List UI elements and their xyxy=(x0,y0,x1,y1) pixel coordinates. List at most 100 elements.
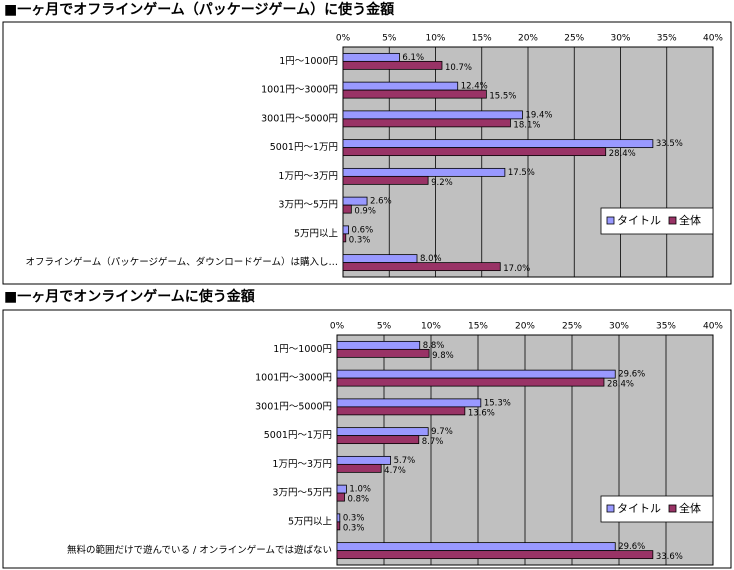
value-label: 33.6% xyxy=(656,552,683,562)
category-label: 3万円～5万円 xyxy=(272,488,332,499)
bar xyxy=(336,340,421,350)
category-label: 5万円以上 xyxy=(288,516,333,527)
x-tick-label: 40% xyxy=(703,322,723,332)
category-label: 1万円～3万円 xyxy=(278,171,338,182)
value-label: 2.6% xyxy=(370,197,392,207)
legend-label: タイトル xyxy=(617,502,661,515)
bar xyxy=(336,406,466,416)
bar xyxy=(342,175,429,185)
x-tick-label: 10% xyxy=(421,322,441,332)
bar xyxy=(336,492,345,502)
bar xyxy=(336,455,391,465)
value-label: 0.9% xyxy=(354,207,376,217)
x-tick-label: 5% xyxy=(382,34,397,44)
bar xyxy=(342,262,501,272)
value-label: 29.6% xyxy=(618,370,645,380)
bar xyxy=(342,89,487,99)
bar xyxy=(336,348,430,358)
value-label: 29.6% xyxy=(618,542,645,552)
value-label: 6.1% xyxy=(402,53,424,63)
x-tick-label: 30% xyxy=(609,322,629,332)
value-label: 0.8% xyxy=(348,495,370,505)
value-label: 8.0% xyxy=(420,254,442,264)
bar xyxy=(342,254,418,264)
x-tick-label: 0% xyxy=(336,34,351,44)
bar xyxy=(336,398,482,408)
value-label: 33.5% xyxy=(656,139,683,149)
bar xyxy=(342,225,349,235)
category-label: 1円～1000円 xyxy=(273,344,332,355)
value-label: 9.2% xyxy=(431,178,453,188)
x-tick-label: 25% xyxy=(564,34,584,44)
bar xyxy=(342,60,443,70)
value-label: 13.6% xyxy=(468,408,495,418)
value-label: 19.4% xyxy=(525,110,552,120)
bar xyxy=(336,435,420,445)
category-label: 無料の範囲だけで遊んでいる / オンラインゲームでは遊ばない xyxy=(67,544,332,556)
x-tick-label: 35% xyxy=(657,34,677,44)
category-label: 1円～1000円 xyxy=(279,56,338,67)
category-label: 3001円～5000円 xyxy=(261,113,338,124)
bar xyxy=(342,233,347,243)
bar xyxy=(336,513,341,523)
x-tick-label: 30% xyxy=(610,34,630,44)
category-label: 5001円～1万円 xyxy=(264,430,332,441)
category-label: 5001円～1万円 xyxy=(270,142,338,153)
value-label: 17.5% xyxy=(508,168,535,178)
legend-swatch xyxy=(668,216,677,225)
x-tick-label: 0% xyxy=(330,322,345,332)
bar xyxy=(336,521,341,531)
category-label: 1万円～3万円 xyxy=(272,459,332,470)
value-label: 28.4% xyxy=(609,149,636,159)
legend-label: タイトル xyxy=(617,214,661,227)
bar xyxy=(336,463,382,473)
x-tick-label: 35% xyxy=(656,322,676,332)
value-label: 17.0% xyxy=(503,264,530,274)
value-label: 15.5% xyxy=(489,92,516,102)
value-label: 8.8% xyxy=(423,341,445,351)
category-label: 1001円～3000円 xyxy=(255,373,332,384)
value-label: 0.6% xyxy=(352,225,374,235)
bar xyxy=(336,484,347,494)
category-label: 3万円～5万円 xyxy=(278,200,338,211)
category-label: オフラインゲーム（パッケージゲーム、ダウンロードゲーム）は購入し… xyxy=(26,256,338,268)
bar xyxy=(342,204,352,214)
chart-title: ■一ヶ月でオフラインゲーム（パッケージゲーム）に使う金額 xyxy=(4,1,394,18)
category-label: 5万円以上 xyxy=(294,228,339,239)
value-label: 0.3% xyxy=(349,235,371,245)
legend-label: 全体 xyxy=(679,213,701,227)
value-label: 28.4% xyxy=(607,380,634,390)
legend-swatch xyxy=(606,504,615,513)
value-label: 9.8% xyxy=(432,351,454,361)
bar xyxy=(336,427,429,437)
bar xyxy=(342,167,506,177)
legend-label: 全体 xyxy=(679,501,701,515)
legend-swatch xyxy=(668,504,677,513)
legend-box xyxy=(600,207,714,235)
value-label: 4.7% xyxy=(384,466,406,476)
value-label: 18.1% xyxy=(513,120,540,130)
category-label: 1001円～3000円 xyxy=(261,85,338,96)
bar xyxy=(342,118,511,128)
value-label: 9.7% xyxy=(431,427,453,437)
value-label: 0.3% xyxy=(343,513,365,523)
legend-swatch xyxy=(606,216,615,225)
x-tick-label: 15% xyxy=(472,34,492,44)
legend-box xyxy=(600,495,714,523)
chart-title: ■一ヶ月でオンラインゲームに使う金額 xyxy=(4,288,255,305)
value-label: 10.7% xyxy=(445,63,472,73)
bar xyxy=(342,147,607,157)
bar xyxy=(336,550,654,560)
bar xyxy=(342,196,368,206)
x-tick-label: 15% xyxy=(468,322,488,332)
bar xyxy=(336,369,616,379)
bar xyxy=(342,52,400,62)
value-label: 5.7% xyxy=(394,456,416,466)
x-tick-label: 20% xyxy=(515,322,535,332)
category-label: 3001円～5000円 xyxy=(255,401,332,412)
bar xyxy=(342,110,523,120)
x-tick-label: 20% xyxy=(518,34,538,44)
x-tick-label: 40% xyxy=(703,34,723,44)
bar xyxy=(342,139,654,149)
